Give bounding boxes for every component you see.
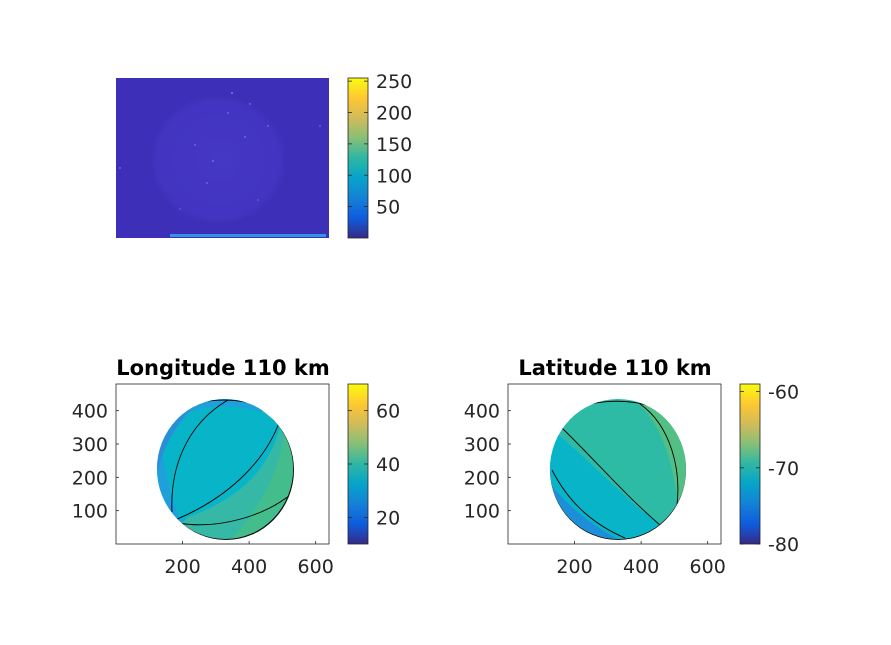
latitude-ytick-label: 300 xyxy=(464,434,500,456)
colorbar-latitude-gradient xyxy=(739,383,761,545)
longitude-xtick-label: 600 xyxy=(298,556,334,578)
raw-image-timestamp-strip xyxy=(170,234,326,237)
colorbar-longitude-tick-label: 60 xyxy=(376,401,400,423)
colorbar-latitude-ticks: -60 -70 -80 xyxy=(740,382,799,556)
latitude-title: Latitude 110 km xyxy=(518,356,711,380)
latitude-xtick-label: 400 xyxy=(623,556,659,578)
longitude-notch xyxy=(262,410,286,430)
raw-image-disk xyxy=(150,95,286,225)
latitude-axis-ticks: 200 400 600 100 200 300 400 xyxy=(464,401,726,578)
longitude-title: Longitude 110 km xyxy=(116,356,330,380)
colorbar-latitude-tick-label: -60 xyxy=(768,382,799,404)
colorbar-longitude-tick-label: 20 xyxy=(376,507,400,529)
colorbar-latitude: -60 -70 -80 xyxy=(739,382,799,556)
latitude-xtick-label: 200 xyxy=(556,556,592,578)
colorbar-raw-tick-label: 200 xyxy=(376,103,412,125)
longitude-xtick-label: 400 xyxy=(231,556,267,578)
colorbar-latitude-tick-label: -80 xyxy=(768,534,799,556)
latitude-ytick-label: 200 xyxy=(464,467,500,489)
colorbar-raw-tick-label: 50 xyxy=(376,197,400,219)
longitude-ytick-label: 100 xyxy=(72,501,108,523)
latitude-ytick-label: 400 xyxy=(464,401,500,423)
longitude-band-center xyxy=(160,406,282,520)
colorbar-longitude-ticks: 20 40 60 xyxy=(348,401,400,529)
longitude-axis-ticks: 200 400 600 100 200 300 400 xyxy=(72,401,334,578)
longitude-panel: Longitude 110 km 200 400 600 100 200 300 400 xyxy=(72,356,334,578)
longitude-disk xyxy=(157,399,294,540)
latitude-panel: Latitude 110 km 200 400 600 100 200 300 400 xyxy=(464,356,726,578)
longitude-xtick-label: 200 xyxy=(164,556,200,578)
colorbar-raw-ticks: 50 100 150 200 250 xyxy=(348,71,412,219)
colorbar-raw-tick-label: 100 xyxy=(376,165,412,187)
longitude-ytick-label: 200 xyxy=(72,467,108,489)
colorbar-raw: 50 100 150 200 250 xyxy=(347,71,412,239)
longitude-ytick-label: 300 xyxy=(72,434,108,456)
latitude-ytick-label: 100 xyxy=(464,501,500,523)
raw-image-panel xyxy=(116,78,329,238)
colorbar-longitude: 20 40 60 xyxy=(347,383,400,545)
colorbar-raw-tick-label: 150 xyxy=(376,134,412,156)
colorbar-longitude-tick-label: 40 xyxy=(376,454,400,476)
longitude-ytick-label: 400 xyxy=(72,401,108,423)
latitude-xtick-label: 600 xyxy=(690,556,726,578)
raw-image-stars xyxy=(119,92,321,210)
colorbar-raw-gradient xyxy=(347,77,369,239)
colorbar-latitude-tick-label: -70 xyxy=(768,458,799,480)
colorbar-raw-tick-label: 250 xyxy=(376,71,412,93)
